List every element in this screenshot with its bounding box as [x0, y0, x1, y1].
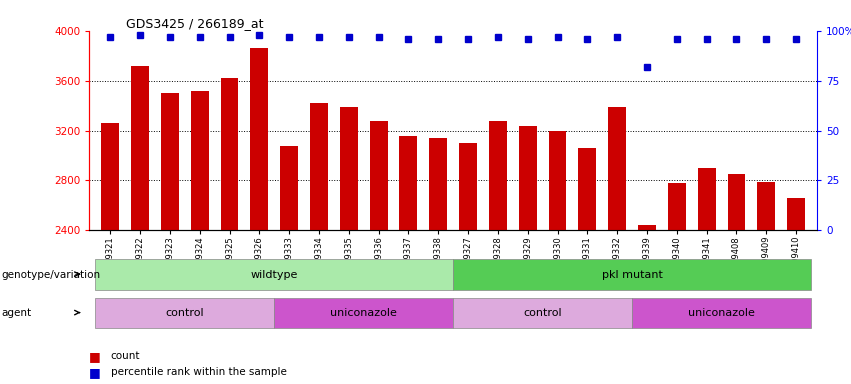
Bar: [399, 136, 417, 230]
Text: count: count: [111, 351, 140, 361]
Text: genotype/variation: genotype/variation: [2, 270, 100, 280]
Bar: [579, 148, 597, 230]
Bar: [638, 225, 656, 230]
Text: ■: ■: [89, 350, 101, 363]
Bar: [698, 168, 716, 230]
Text: pkl mutant: pkl mutant: [602, 270, 663, 280]
Text: uniconazole: uniconazole: [330, 308, 397, 318]
Bar: [161, 93, 179, 230]
Text: ■: ■: [89, 366, 101, 379]
Bar: [519, 126, 537, 230]
Bar: [101, 123, 119, 230]
Bar: [280, 146, 298, 230]
Text: uniconazole: uniconazole: [688, 308, 755, 318]
Bar: [191, 91, 208, 230]
Bar: [369, 121, 387, 230]
Bar: [220, 78, 238, 230]
Bar: [787, 198, 805, 230]
Bar: [668, 183, 686, 230]
Bar: [131, 66, 149, 230]
Bar: [549, 131, 567, 230]
Text: control: control: [523, 308, 562, 318]
Text: GDS3425 / 266189_at: GDS3425 / 266189_at: [126, 17, 263, 30]
Bar: [310, 103, 328, 230]
Bar: [728, 174, 745, 230]
Bar: [489, 121, 507, 230]
Bar: [460, 143, 477, 230]
Bar: [250, 48, 268, 230]
Bar: [429, 138, 447, 230]
Text: wildtype: wildtype: [250, 270, 298, 280]
Text: control: control: [165, 308, 204, 318]
Text: agent: agent: [2, 308, 31, 318]
Text: percentile rank within the sample: percentile rank within the sample: [111, 367, 287, 377]
Bar: [757, 182, 775, 230]
Bar: [608, 107, 626, 230]
Bar: [340, 107, 357, 230]
